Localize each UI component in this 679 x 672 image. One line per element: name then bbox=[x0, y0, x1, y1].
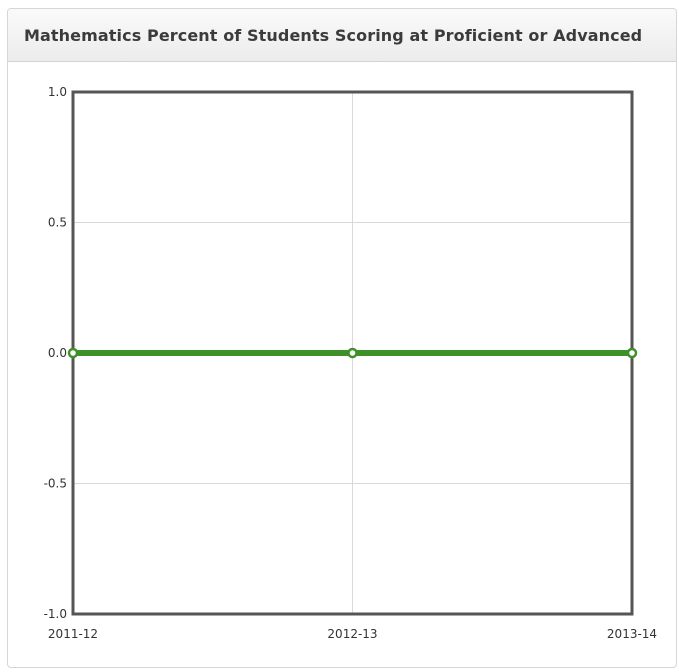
chart-panel: Mathematics Percent of Students Scoring … bbox=[7, 8, 677, 668]
data-point bbox=[626, 347, 638, 359]
chart-area: 1.0 0.5 0.0 -0.5 -1.0 2011-12 2012-13 2013-14 bbox=[8, 9, 676, 667]
panel-header: Mathematics Percent of Students Scoring … bbox=[8, 9, 676, 62]
y-tick-label: -0.5 bbox=[44, 477, 67, 491]
x-tick-label: 2012-13 bbox=[327, 627, 377, 641]
x-tick-label: 2013-14 bbox=[607, 627, 657, 641]
y-tick-label: 0.0 bbox=[48, 346, 67, 360]
line-chart: 1.0 0.5 0.0 -0.5 -1.0 2011-12 2012-13 2013-14 bbox=[44, 85, 657, 641]
data-point bbox=[67, 347, 79, 359]
x-tick-label: 2011-12 bbox=[48, 627, 98, 641]
y-tick-label: 1.0 bbox=[48, 85, 67, 99]
panel-title: Mathematics Percent of Students Scoring … bbox=[24, 25, 643, 45]
data-point bbox=[347, 347, 358, 359]
y-tick-label: -1.0 bbox=[44, 607, 67, 621]
y-tick-label: 0.5 bbox=[48, 216, 67, 230]
